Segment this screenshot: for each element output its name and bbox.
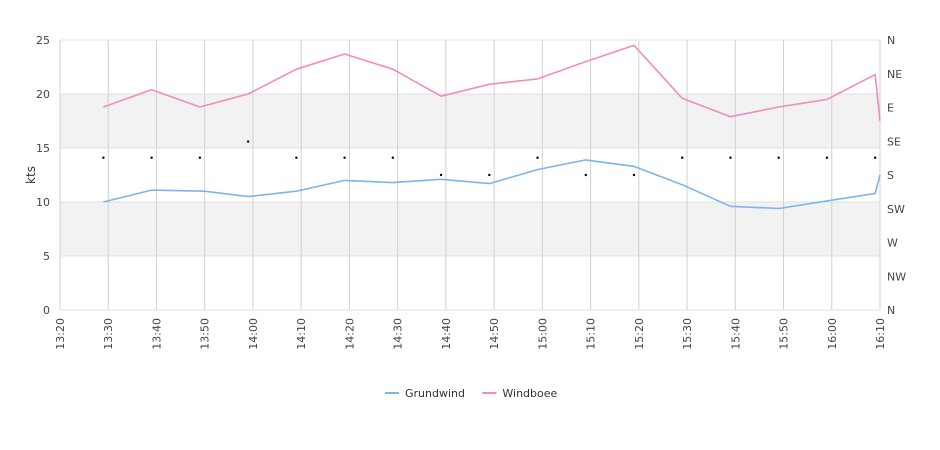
y-tick-label: 25 xyxy=(36,34,50,47)
x-tick-label: 16:00 xyxy=(826,318,839,350)
y-tick-label: 5 xyxy=(43,250,50,263)
direction-marker xyxy=(150,156,153,159)
direction-marker xyxy=(825,156,829,159)
series-line-grundwind xyxy=(103,159,881,210)
x-tick-label: 13:40 xyxy=(150,318,163,350)
direction-markers xyxy=(102,140,877,177)
legend-label: Windboee xyxy=(502,387,557,400)
plot-band xyxy=(60,148,880,202)
series-line-windboee xyxy=(103,44,881,122)
direction-tick-label: NE xyxy=(887,68,902,81)
x-tick-label: 15:10 xyxy=(585,318,598,350)
y-tick-label: 10 xyxy=(36,196,50,209)
direction-marker xyxy=(391,156,395,159)
plot-band xyxy=(60,202,880,256)
x-tick-label: 13:50 xyxy=(199,318,212,350)
direction-marker xyxy=(777,156,780,159)
direction-tick-label: N xyxy=(887,304,895,317)
legend-label: Grundwind xyxy=(405,387,465,400)
direction-marker xyxy=(246,140,250,143)
direction-marker xyxy=(873,156,877,159)
x-axis-ticks: 13:20 13:30 13:40 13:50 14:00 14:10 14:20 14:30… xyxy=(54,318,887,350)
x-tick-label: 14:00 xyxy=(247,318,260,350)
direction-tick-label: N xyxy=(887,34,895,47)
x-tick-label: 14:10 xyxy=(295,318,308,350)
direction-marker xyxy=(295,156,298,159)
x-tick-label: 15:40 xyxy=(729,318,742,350)
plot-band xyxy=(60,256,880,310)
direction-tick-label: W xyxy=(887,237,898,250)
direction-tick-label: S xyxy=(887,169,894,182)
direction-marker xyxy=(681,156,684,159)
x-tick-label: 15:30 xyxy=(681,318,694,350)
plot-bands xyxy=(60,40,880,310)
y-tick-label: 20 xyxy=(36,88,50,101)
direction-marker xyxy=(488,173,491,177)
y-axis-ticks: 0 5 10 15 20 25 xyxy=(36,34,50,317)
x-tick-label: 15:50 xyxy=(778,318,791,350)
direction-marker xyxy=(729,156,732,159)
x-tick-label: 14:30 xyxy=(392,318,405,350)
x-tick-label: 14:50 xyxy=(488,318,501,350)
x-tick-label: 15:20 xyxy=(633,318,646,350)
direction-marker xyxy=(632,173,636,177)
y-tick-label: 0 xyxy=(43,304,50,317)
x-tick-label: 14:40 xyxy=(440,318,453,350)
direction-marker xyxy=(343,156,346,159)
direction-marker xyxy=(536,156,539,159)
direction-tick-label: NW xyxy=(887,270,906,283)
x-tick-label: 13:30 xyxy=(102,318,115,350)
plot-band xyxy=(60,94,880,148)
x-tick-label: 16:10 xyxy=(874,318,887,350)
x-tick-label: 15:00 xyxy=(536,318,549,350)
y-tick-label: 15 xyxy=(36,142,50,155)
x-tick-label: 14:20 xyxy=(343,318,356,350)
horizontal-gridlines xyxy=(60,39,880,311)
direction-tick-label: E xyxy=(887,102,894,115)
direction-tick-label: SE xyxy=(887,135,901,148)
legend: Grundwind Windboee xyxy=(385,387,558,400)
series-lines xyxy=(103,44,881,210)
plot-band xyxy=(60,40,880,94)
direction-marker xyxy=(102,156,105,159)
direction-axis-ticks: N NE E SE S SW W NW N xyxy=(887,34,906,317)
y-axis-title: kts xyxy=(24,166,38,184)
direction-marker xyxy=(439,173,443,177)
direction-marker xyxy=(584,173,587,177)
direction-marker xyxy=(198,156,202,159)
direction-tick-label: SW xyxy=(887,203,905,216)
x-tick-label: 13:20 xyxy=(54,318,67,350)
